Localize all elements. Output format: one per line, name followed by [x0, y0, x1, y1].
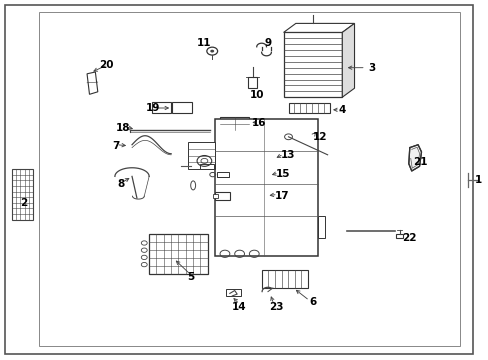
Polygon shape — [408, 145, 421, 171]
Text: 2: 2 — [20, 198, 27, 208]
Bar — [248, 77, 257, 88]
Text: 6: 6 — [309, 297, 316, 307]
Bar — [12, 169, 33, 220]
Text: 13: 13 — [281, 150, 295, 160]
Bar — [215, 192, 229, 200]
Text: 21: 21 — [412, 157, 427, 167]
Polygon shape — [283, 23, 354, 32]
Bar — [188, 142, 215, 169]
Text: 3: 3 — [367, 63, 374, 73]
Circle shape — [210, 50, 214, 53]
Text: 1: 1 — [474, 175, 481, 185]
Text: 8: 8 — [118, 179, 124, 189]
Text: 14: 14 — [232, 302, 246, 312]
Bar — [225, 289, 240, 296]
Text: 23: 23 — [268, 302, 283, 312]
Polygon shape — [87, 72, 98, 94]
Text: 10: 10 — [249, 90, 264, 100]
Bar — [199, 164, 214, 169]
Text: 11: 11 — [197, 38, 211, 48]
Bar — [149, 234, 207, 274]
Bar — [212, 194, 217, 198]
Bar — [395, 234, 402, 238]
Bar — [288, 103, 329, 113]
Text: 15: 15 — [275, 168, 289, 179]
Bar — [39, 12, 459, 346]
Text: 20: 20 — [99, 60, 114, 70]
Text: 12: 12 — [312, 132, 327, 142]
Bar — [216, 172, 228, 177]
Polygon shape — [342, 23, 354, 97]
Bar — [317, 216, 325, 238]
Bar — [220, 117, 249, 130]
Text: 18: 18 — [116, 123, 130, 133]
Text: 17: 17 — [274, 191, 288, 201]
Text: 7: 7 — [112, 141, 120, 151]
Bar — [151, 102, 171, 113]
Text: 16: 16 — [251, 118, 266, 128]
Text: 9: 9 — [264, 38, 271, 48]
Bar — [283, 32, 342, 97]
Bar — [261, 270, 307, 288]
Text: 19: 19 — [145, 103, 160, 113]
Text: 22: 22 — [402, 233, 416, 243]
Text: 5: 5 — [187, 272, 194, 282]
Bar — [215, 119, 317, 256]
Text: 4: 4 — [338, 105, 346, 115]
Bar — [172, 102, 191, 113]
